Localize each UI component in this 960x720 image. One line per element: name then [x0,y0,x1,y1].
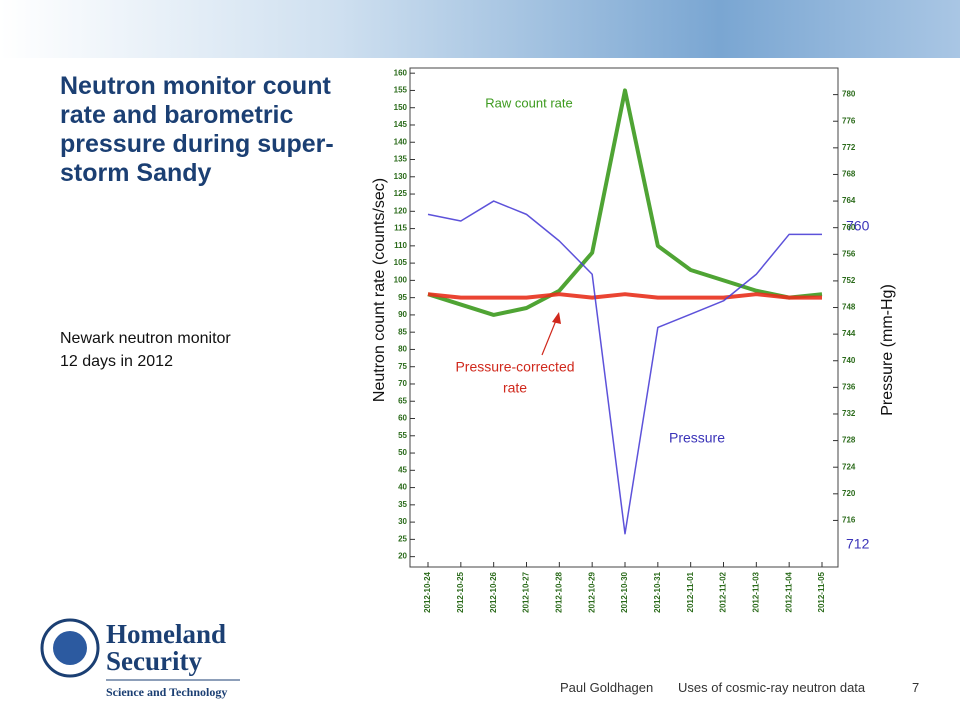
x-tick-label: 2012-11-04 [784,571,793,612]
arrow-head [552,312,561,324]
y-tick-label: 100 [394,275,408,284]
y-tick-label: 80 [398,345,407,354]
y-tick-label: 40 [398,483,407,492]
x-tick-label: 2012-11-01 [686,571,695,612]
y-tick-label: 160 [394,68,408,77]
y-tick-label: 150 [394,103,408,112]
plot-frame [409,67,839,568]
footer-author: Paul Goldhagen [560,680,654,695]
header-banner [0,0,960,58]
y-tick-label: 20 [398,552,407,561]
y-tick-label: 65 [398,396,407,405]
y2-tick-label: 752 [842,276,856,285]
x-tick-label: 2012-10-28 [554,571,563,612]
logo-text: Homeland [106,619,226,649]
subtitle: 12 days in 2012 [60,353,173,370]
slide-title: Neutron monitor count rate and barometri… [60,72,334,187]
y-tick-label: 115 [394,224,407,233]
y-tick-label: 30 [398,517,407,526]
x-tick-label: 2012-11-05 [817,571,826,612]
y2-tick-label: 716 [842,516,856,525]
x-tick-label: 2012-10-29 [587,571,596,612]
series-line [427,88,823,317]
y-tick-label: 125 [394,189,408,198]
logo-text: Science and Technology [106,685,227,699]
y-tick-label: 135 [394,155,408,164]
annotation: 712 [846,536,870,552]
y2-tick-label: 728 [842,436,856,445]
annotation: Pressure-corrected [455,359,574,375]
chart-background [348,62,862,622]
y-tick-label: 85 [398,327,407,336]
x-tick-label: 2012-10-30 [620,571,629,612]
y-tick-label: 90 [398,310,407,319]
annotation: Raw count rate [485,95,572,110]
y-axis-label: Neutron count rate (counts/sec) [371,178,388,402]
y-tick-label: 95 [398,293,407,302]
x-tick-label: 2012-10-31 [653,571,662,612]
y2-tick-label: 772 [842,143,856,152]
y-tick-label: 75 [398,362,407,371]
arrow [541,317,558,356]
y-tick-label: 70 [398,379,407,388]
y2-tick-label: 720 [842,489,856,498]
y-tick-label: 45 [398,465,407,474]
y-tick-label: 60 [398,414,407,423]
annotation: rate [503,380,527,396]
y2-tick-label: 740 [842,356,856,365]
y2-tick-label: 724 [842,462,856,471]
y-tick-label: 145 [394,120,408,129]
y2-tick-label: 744 [842,329,856,338]
y2-tick-label: 760 [842,223,856,232]
annotation: 760 [846,218,870,234]
subtitle: Newark neutron monitor [60,330,231,347]
series-line [427,200,822,535]
y2-tick-label: 756 [842,249,856,258]
y2-axis-label: Pressure (mm-Hg) [879,284,896,416]
y-tick-label: 120 [394,206,408,215]
x-tick-label: 2012-10-25 [456,571,465,612]
y-tick-label: 155 [394,86,408,95]
y2-tick-label: 748 [842,303,856,312]
y2-tick-label: 780 [842,90,856,99]
y2-tick-label: 736 [842,382,856,391]
x-tick-label: 2012-11-02 [719,571,728,612]
logo: Homeland Security Science and Technology [40,618,240,699]
y-tick-label: 55 [398,431,407,440]
seal [53,631,87,665]
y-tick-label: 105 [394,258,408,267]
x-tick-label: 2012-10-26 [489,571,498,612]
footer-topic: Uses of cosmic-ray neutron data [678,680,866,695]
y-tick-label: 140 [394,137,408,146]
y-tick-label: 50 [398,448,407,457]
logo-text: Security [106,646,202,676]
y-tick-label: 35 [398,500,407,509]
series-line [427,292,822,300]
y-tick-label: 25 [398,534,407,543]
x-tick-label: 2012-10-27 [522,571,531,612]
page-number: 7 [912,680,920,695]
x-tick-label: 2012-11-03 [751,571,760,612]
y2-tick-label: 768 [842,170,856,179]
y2-tick-label: 732 [842,409,856,418]
y2-tick-label: 776 [842,116,856,125]
y2-tick-label: 764 [842,196,856,205]
y-tick-label: 130 [394,172,408,181]
annotation: Pressure [669,430,725,446]
y-tick-label: 110 [394,241,407,250]
x-tick-label: 2012-10-24 [423,571,432,612]
